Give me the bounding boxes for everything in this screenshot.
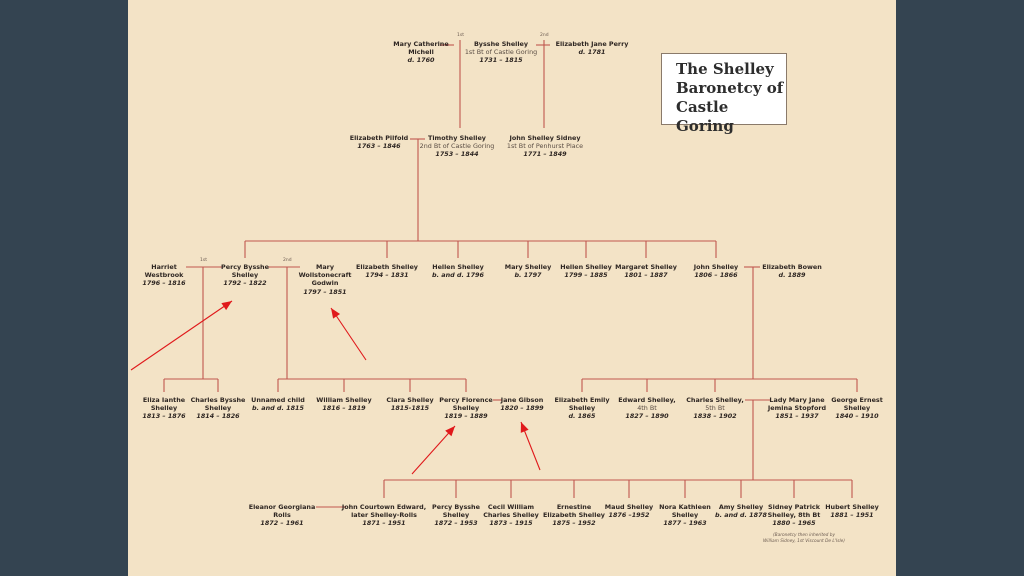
person-bysshe-shelley: Bysshe Shelley 1st Bt of Castle Goring 1… xyxy=(464,40,538,65)
person-amy-shelley: Amy Shelley b. and d. 1878 xyxy=(715,503,767,520)
person-hellen-shelley-1796: Hellen Shelley b. and d. 1796 xyxy=(432,263,484,280)
chart-title-box: The Shelley Baronetcy of Castle Goring xyxy=(661,53,787,135)
annotation-arrowhead xyxy=(520,422,529,433)
annotation-arrowhead xyxy=(445,426,455,437)
ordinal-first-marriage-bysshe: 1st xyxy=(457,33,464,38)
baronetcy-footnote: (Baronetcy then inherited by William Sid… xyxy=(763,533,845,544)
person-elizabeth-bowen: Elizabeth Bowen d. 1889 xyxy=(762,263,822,280)
person-mary-wollstonecraft-godwin: Mary Wollstonecraft Godwin 1797 – 1851 xyxy=(298,263,352,296)
annotation-arrow-shaft xyxy=(330,307,367,361)
person-mary-catherine-michell: Mary Catherine Michell d. 1760 xyxy=(393,40,449,65)
annotation-arrowhead xyxy=(221,301,232,311)
annotation-arrowhead xyxy=(331,308,341,319)
person-elizabeth-pilfold: Elizabeth Pilfold 1763 – 1846 xyxy=(349,134,409,151)
ordinal-first-marriage-percy: 1st xyxy=(200,258,207,263)
person-cecil-william-charles-shelley: Cecil William Charles Shelley 1873 – 191… xyxy=(483,503,539,528)
person-jane-gibson: Jane Gibson 1820 – 1899 xyxy=(500,396,544,413)
person-hubert-shelley: Hubert Shelley 1881 – 1951 xyxy=(825,503,879,520)
person-clara-shelley: Clara Shelley 1815-1815 xyxy=(386,396,434,413)
title-line-3: Castle Goring xyxy=(676,98,734,135)
person-harriet-westbrook: Harriet Westbrook 1796 – 1816 xyxy=(142,263,186,288)
person-john-shelley: John Shelley 1806 – 1866 xyxy=(693,263,739,280)
person-mary-shelley: Mary Shelley b. 1797 xyxy=(504,263,552,280)
person-percy-bysshe-shelley: Percy Bysshe Shelley 1792 – 1822 xyxy=(221,263,269,288)
person-hellen-shelley-1799: Hellen Shelley 1799 – 1885 xyxy=(560,263,612,280)
person-timothy-shelley: Timothy Shelley 2nd Bt of Castle Goring … xyxy=(419,134,495,159)
person-john-shelley-sidney: John Shelley Sidney 1st Bt of Penhurst P… xyxy=(506,134,584,159)
ordinal-second-marriage-bysshe: 2nd xyxy=(540,33,549,38)
person-elizabeth-emily-shelley: Elizabeth Emily Shelley d. 1865 xyxy=(554,396,610,421)
person-elizabeth-shelley: Elizabeth Shelley 1794 – 1831 xyxy=(356,263,418,280)
annotation-arrow-shaft xyxy=(411,425,456,475)
person-charles-shelley-5th-bt: Charles Shelley, 5th Bt 1838 – 1902 xyxy=(686,396,744,421)
person-lady-mary-jane-jemina-stopford: Lady Mary Jane Jemina Stopford 1851 – 19… xyxy=(767,396,827,421)
tree-lines xyxy=(163,40,858,508)
person-john-courtown-edward: John Courtown Edward, later Shelley-Roll… xyxy=(341,503,427,528)
person-maud-shelley: Maud Shelley 1876 –1952 xyxy=(604,503,654,520)
person-ernestine-elizabeth-shelley: Ernestine Elizabeth Shelley 1875 – 1952 xyxy=(543,503,605,528)
ordinal-second-marriage-percy: 2nd xyxy=(283,258,292,263)
title-line-2: Baronetcy of xyxy=(676,79,784,97)
person-george-ernest-shelley: George Ernest Shelley 1840 – 1910 xyxy=(831,396,883,421)
annotation-arrow-shaft xyxy=(130,300,233,371)
person-elizabeth-jane-perry: Elizabeth Jane Perry d. 1781 xyxy=(555,40,629,57)
annotation-arrows xyxy=(130,300,541,475)
person-percy-florence-shelley: Percy Florence Shelley 1819 – 1889 xyxy=(439,396,493,421)
person-nora-kathleen-shelley: Nora Kathleen Shelley 1877 – 1963 xyxy=(659,503,711,528)
person-sidney-patrick-shelley-8th-bt: Sidney Patrick Shelley, 8th Bt 1880 – 19… xyxy=(767,503,821,528)
person-margaret-shelley: Margaret Shelley 1801 – 1887 xyxy=(615,263,677,280)
person-percy-bysshe-shelley-1872: Percy Bysshe Shelley 1872 – 1953 xyxy=(432,503,480,528)
title-line-1: The Shelley xyxy=(676,60,774,78)
person-unnamed-child: Unnamed child b. and d. 1815 xyxy=(251,396,305,413)
person-eleanor-georgiana-rolls: Eleanor Georgiana Rolls 1872 – 1961 xyxy=(248,503,316,528)
person-edward-shelley-4th-bt: Edward Shelley, 4th Bt 1827 – 1890 xyxy=(618,396,676,421)
person-charles-bysshe-shelley: Charles Bysshe Shelley 1814 – 1826 xyxy=(190,396,246,421)
person-eliza-ianthe-shelley: Eliza Ianthe Shelley 1813 – 1876 xyxy=(142,396,186,421)
person-william-shelley: William Shelley 1816 – 1819 xyxy=(316,396,372,413)
